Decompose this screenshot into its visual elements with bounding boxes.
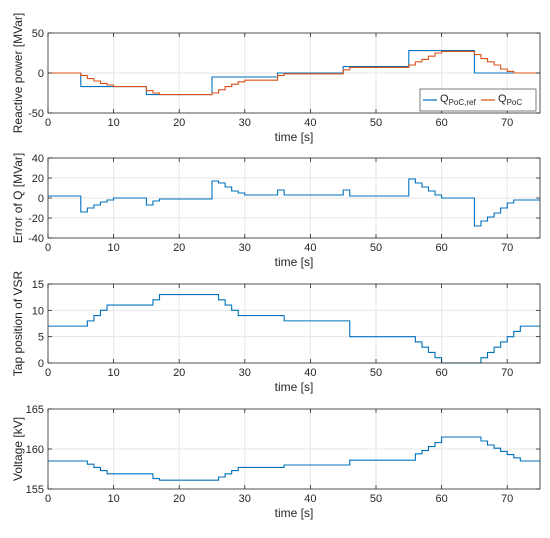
y-axis-label: Reactive power [MVar] bbox=[11, 13, 25, 134]
series-line-1 bbox=[48, 436, 540, 481]
x-tick-label: 60 bbox=[435, 367, 447, 379]
legend-entry: QPoC,ref bbox=[440, 93, 476, 107]
x-tick-label: 20 bbox=[173, 242, 185, 254]
x-tick-label: 40 bbox=[304, 117, 316, 129]
legend-box bbox=[419, 88, 537, 112]
y-tick-label: 5 bbox=[38, 332, 44, 344]
y-tick-label: 155 bbox=[26, 484, 44, 496]
y-axis-label: Tap position of VSR bbox=[11, 270, 25, 376]
chart-panel-4: 0 10 20 30 40 50 60 70 155 160 165 time [s] Voltage … bbox=[11, 404, 541, 520]
x-tick-label: 70 bbox=[501, 493, 513, 505]
x-tick-label: 10 bbox=[107, 493, 119, 505]
x-tick-label: 70 bbox=[501, 117, 513, 129]
x-tick-label: 0 bbox=[45, 367, 51, 379]
y-tick-label: 0 bbox=[38, 193, 44, 205]
x-tick-label: 10 bbox=[107, 117, 119, 129]
x-tick-label: 40 bbox=[304, 242, 316, 254]
y-tick-label: 50 bbox=[32, 28, 44, 40]
x-tick-label: 60 bbox=[435, 117, 447, 129]
x-tick-label: 70 bbox=[501, 367, 513, 379]
series-line-1 bbox=[48, 293, 540, 364]
x-axis-label: time [s] bbox=[275, 130, 314, 144]
y-tick-label: 165 bbox=[26, 404, 44, 416]
y-tick-label: -40 bbox=[28, 233, 44, 245]
legend-entry: QPoC bbox=[498, 93, 522, 107]
y-tick-label: -20 bbox=[28, 213, 44, 225]
y-tick-label: 160 bbox=[26, 444, 44, 456]
chart-panel-3: 0 10 20 30 40 50 60 70 0 5 10 15 time [s] Tap positio… bbox=[11, 270, 541, 394]
x-tick-label: 10 bbox=[107, 242, 119, 254]
y-tick-label: 10 bbox=[32, 305, 44, 317]
plot-area bbox=[48, 284, 540, 363]
x-tick-label: 50 bbox=[370, 367, 382, 379]
series-line-2 bbox=[48, 50, 540, 96]
x-tick-label: 50 bbox=[370, 493, 382, 505]
x-tick-label: 0 bbox=[45, 493, 51, 505]
axes-box bbox=[47, 283, 541, 364]
y-tick-label: 40 bbox=[32, 153, 44, 165]
x-tick-label: 10 bbox=[107, 367, 119, 379]
x-axis-label: time [s] bbox=[275, 255, 314, 269]
y-axis-label: Voltage [kV] bbox=[11, 417, 25, 481]
legend: QPoC,ref QPoC bbox=[419, 88, 537, 112]
x-tick-label: 20 bbox=[173, 367, 185, 379]
x-tick-label: 30 bbox=[239, 117, 251, 129]
x-tick-label: 70 bbox=[501, 242, 513, 254]
y-tick-label: 0 bbox=[38, 358, 44, 370]
x-tick-label: 50 bbox=[370, 117, 382, 129]
y-tick-label: 15 bbox=[32, 279, 44, 291]
x-tick-label: 0 bbox=[45, 117, 51, 129]
series-line-1 bbox=[48, 178, 540, 227]
x-axis-label: time [s] bbox=[275, 380, 314, 394]
x-tick-label: 40 bbox=[304, 493, 316, 505]
x-tick-label: 30 bbox=[239, 493, 251, 505]
y-tick-label: 0 bbox=[38, 68, 44, 80]
x-tick-label: 20 bbox=[173, 493, 185, 505]
y-axis-label: Error of Q [MVar] bbox=[11, 153, 25, 243]
x-tick-label: 40 bbox=[304, 367, 316, 379]
x-tick-label: 20 bbox=[173, 117, 185, 129]
x-tick-label: 30 bbox=[239, 367, 251, 379]
x-tick-label: 30 bbox=[239, 242, 251, 254]
x-tick-label: 60 bbox=[435, 493, 447, 505]
y-tick-label: -50 bbox=[28, 108, 44, 120]
x-tick-label: 50 bbox=[370, 242, 382, 254]
x-tick-label: 0 bbox=[45, 242, 51, 254]
x-axis-label: time [s] bbox=[275, 506, 314, 520]
x-tick-label: 60 bbox=[435, 242, 447, 254]
y-tick-label: 20 bbox=[32, 173, 44, 185]
